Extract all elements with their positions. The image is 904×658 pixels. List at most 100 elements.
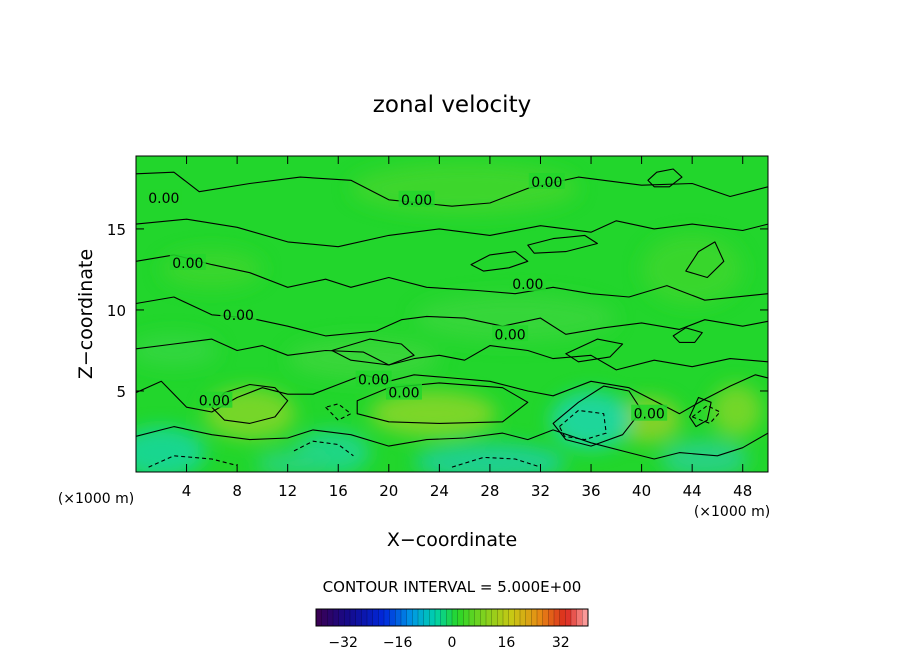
contour-label: 0.00 [223,308,254,324]
y-axis-label: Z−coordinate [75,249,97,379]
contour-line [211,383,289,424]
colorbar-segment [559,609,566,626]
field-patch [711,384,762,437]
x-tick-label: 4 [182,482,192,500]
colorbar-segment [384,609,391,626]
colorbar-segment [491,609,498,626]
colorbar-segment [321,609,328,626]
contour-line [136,218,768,248]
y-axis: 5 10 15 [107,221,768,401]
colorbar-segment [463,609,470,626]
colorbar-segment [423,609,430,626]
x-tick-label: 44 [683,482,702,500]
colorbar-segment [361,609,368,626]
contour-line [565,338,624,363]
field-patch [136,334,219,367]
contour-label-bg [509,275,546,292]
x-tick-label: 8 [232,482,242,500]
colorbar-segment [429,609,436,626]
y-tick-label: 5 [116,383,126,401]
x-unit-left: (×1000 m) [58,491,134,507]
x-tick-label: 28 [480,482,499,500]
colorbar-segment [440,609,447,626]
colorbar-tick-label: −16 [383,635,413,651]
colorbar-segment [531,609,538,626]
contour-line-negative [451,456,541,468]
chart-title: zonal velocity [373,92,531,118]
contour-line [136,426,768,460]
colorbar-ticks: −32 −16 0 16 32 [328,635,569,651]
colorbar-segment [542,609,549,626]
colorbar-segment [457,609,464,626]
colorbar-segment [338,609,345,626]
colorbar-segment [333,609,340,626]
colorbar-segment [316,609,323,626]
contour-label-bg [145,189,182,206]
colorbar-segment [401,609,408,626]
colorbar-frame [315,608,589,627]
contour-line [470,251,529,272]
colorbar-segment [508,609,515,626]
colorbar-segment [474,609,481,626]
contour-label-bg [631,404,668,421]
contour-line [672,327,703,343]
colorbar-segment [389,609,396,626]
colorbar-segment [576,609,583,626]
x-tick-label: 36 [581,482,600,500]
colorbar-segment [372,609,379,626]
field-patch [287,337,440,380]
colorbar-segment [480,609,487,626]
colorbar-segment [469,609,476,626]
colorbar-segment [406,609,413,626]
colorbar-segment [395,609,402,626]
contour-label-bg [220,305,257,322]
colorbar-segment [520,609,527,626]
x-tick-label: 40 [632,482,651,500]
x-unit-right: (×1000 m) [694,504,770,520]
x-tick-label: 48 [733,482,752,500]
colorbar-segment [452,609,459,626]
contour-line-negative [148,455,238,468]
contour-label: 0.00 [172,256,203,272]
x-axis: 4 8 12 16 20 24 28 32 36 40 44 48 [182,156,752,500]
colorbar-segment [344,609,351,626]
contour-label-group: 0.00 0.000.000.000.000.000.000.000.000.00… [145,172,668,423]
contour-line [647,168,683,188]
contour-label: 0.00 [531,175,562,191]
colorbar-segment [486,609,493,626]
contour-label: 0.00 [401,193,432,209]
colorbar-tick-label: 16 [497,635,515,651]
contour-line-negative [558,409,607,441]
contour-line [136,338,768,371]
x-tick-label: 32 [531,482,550,500]
colorbar-segment [435,609,442,626]
field-patch [414,442,566,472]
contour-label: 0.00 [634,407,665,423]
field-patch [256,449,332,472]
x-axis-label: X−coordinate [387,529,517,551]
colorbar-segment [355,609,362,626]
contour-interval-text: CONTOUR INTERVAL = 5.000E+00 [323,578,582,596]
colorbar [315,608,589,627]
contour-label-bg [355,370,392,387]
contour-line [331,338,415,366]
contour-label-bg [492,325,529,342]
colorbar-segment [367,609,374,626]
contour-label-bg [528,172,565,189]
colorbar-segment [412,609,419,626]
colorbar-segment [525,609,532,626]
y-tick-label: 15 [107,221,126,239]
contour-line [136,254,768,301]
contour-label: 0.00 [512,277,543,293]
colorbar-segment [554,609,561,626]
plot-area: 0.00 0.000.000.000.000.000.000.000.000.00… [135,155,769,473]
x-tick-label: 12 [278,482,297,500]
colorbar-segment [446,609,453,626]
contour-label-bg [385,383,422,400]
colorbar-segment [582,609,589,626]
colorbar-segment [571,609,578,626]
colorbar-segment [537,609,544,626]
field-patch [660,439,750,472]
colorbar-segment [418,609,425,626]
